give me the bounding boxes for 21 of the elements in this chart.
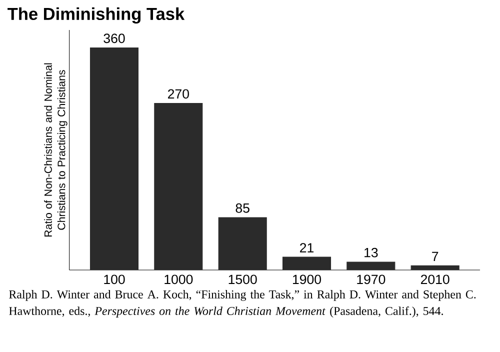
x-tick-label: 1000 xyxy=(164,274,193,284)
chart-title: The Diminishing Task xyxy=(8,7,185,24)
bar xyxy=(282,256,332,270)
data-label: 21 xyxy=(300,243,314,252)
data-label: 360 xyxy=(104,34,125,44)
bar xyxy=(346,262,396,270)
x-tick-label: 1900 xyxy=(292,274,322,284)
x-tick-label: 2010 xyxy=(420,274,450,284)
bar xyxy=(154,103,203,270)
y-axis-title: Ratio of Non-Christians and Nominal Christians to Practicing Christians xyxy=(44,63,68,237)
bar xyxy=(90,47,139,270)
data-label: 13 xyxy=(364,248,378,258)
x-tick-label: 1500 xyxy=(228,274,257,284)
text: Ralph D. Winter and Bruce A. Koch, “Finishing the Task,” in Ralph D. Winter and Stephen C. Hawthorne, eds., Perspectives on the World Christian Movement (Pasadena, Calif.), 544. xyxy=(9,290,476,318)
x-tick-label: 1970 xyxy=(357,274,386,284)
bar xyxy=(410,265,460,270)
data-label: 85 xyxy=(236,203,250,213)
bar xyxy=(218,217,267,270)
data-label: 7 xyxy=(432,252,438,261)
data-label: 270 xyxy=(168,89,189,99)
x-tick-label: 100 xyxy=(104,274,125,284)
